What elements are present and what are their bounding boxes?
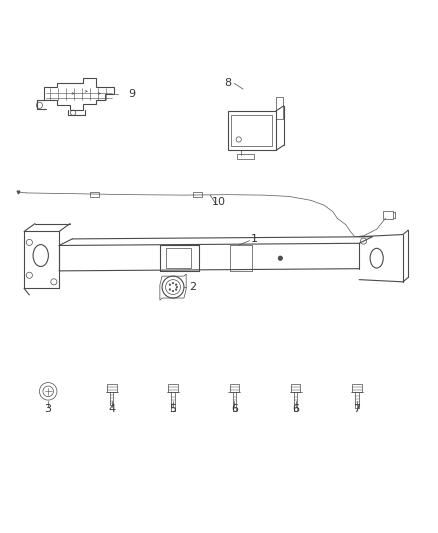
Text: 10: 10 <box>212 197 226 207</box>
Circle shape <box>175 289 177 290</box>
Circle shape <box>172 290 174 292</box>
Circle shape <box>176 286 178 288</box>
Circle shape <box>169 289 171 290</box>
Text: 3: 3 <box>45 404 52 414</box>
Text: 6: 6 <box>231 404 238 414</box>
Text: 2: 2 <box>189 282 196 292</box>
Circle shape <box>172 282 174 284</box>
Text: 5: 5 <box>170 404 177 414</box>
Text: 6: 6 <box>292 404 299 414</box>
Circle shape <box>278 256 283 260</box>
Text: 9: 9 <box>128 90 135 99</box>
Circle shape <box>169 284 171 286</box>
Text: 1: 1 <box>251 234 258 244</box>
Text: 4: 4 <box>108 404 115 414</box>
Circle shape <box>175 284 177 286</box>
Text: 7: 7 <box>353 404 360 414</box>
Text: 8: 8 <box>224 77 231 87</box>
